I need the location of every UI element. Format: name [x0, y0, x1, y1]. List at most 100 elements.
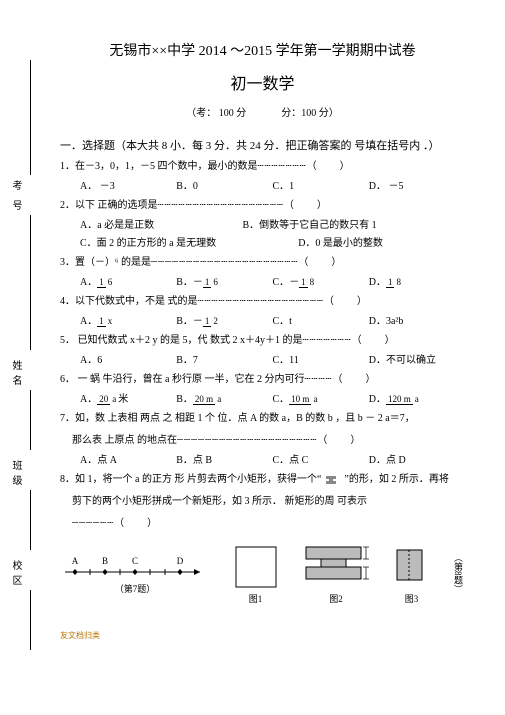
q3: 3．置（－）⁶ 的是是┄┄┄┄┄┄┄┄┄┄┄┄┄┄┄┄┄┄┄┄┄（ ） [60, 255, 465, 271]
frac-n: 1 [97, 316, 106, 327]
side-tab: 号 [8, 200, 23, 210]
dotline: ┄┄┄┄┄┄┄┄┄┄┄┄┄┄┄┄┄┄┄┄（ ） [177, 435, 361, 446]
q4-a: A．1x [80, 312, 176, 327]
opt-label: A． [80, 277, 97, 288]
q6-d: D．120 ma [369, 390, 465, 405]
frac-d: 6 [211, 277, 220, 287]
side-tab: 考 [8, 180, 23, 190]
sideline [30, 390, 31, 450]
sideline [30, 490, 31, 550]
q2-text: 2．以下 正确的选项是 [60, 200, 158, 211]
frac-d: a [311, 394, 319, 404]
side-tab: 姓 [8, 360, 23, 370]
svg-text:B: B [102, 556, 108, 566]
svg-text:A: A [72, 556, 79, 566]
fig8c-caption: 图3 [392, 592, 432, 605]
q1-c: C．1 [273, 177, 369, 192]
q7-d: D．点 D [369, 451, 465, 466]
frac-d: a [413, 394, 421, 404]
frac-d: 8 [308, 277, 317, 287]
q5-b: B．7 [176, 351, 272, 366]
q7-c: C．点 C [273, 451, 369, 466]
opt-label: B．－ [176, 316, 203, 327]
side-tab: 名 [8, 375, 23, 385]
opt-label: B．－ [176, 277, 203, 288]
q6: 6． 一 蜗 牛沿行，曾在 a 秒行原 一半，它在 2 分内可行┄┄┄┄（ ） [60, 372, 465, 388]
q5-d: D．不可以确立 [369, 351, 465, 366]
opt-label: A． [80, 394, 97, 405]
frac-d: a [215, 394, 223, 404]
q4-c: C．t [273, 312, 369, 327]
q1-d: D． －5 [369, 177, 465, 192]
q1-a: A． －3 [80, 177, 176, 192]
q3-options: A．16 B．－16 C．－18 D．18 [60, 273, 465, 288]
page-title: 无锡市××中学 2014 ～2015 学年第一学期期中试卷 [60, 40, 465, 60]
q6-options: A．20a米 B．20 ma C．10 ma D．120 ma [60, 390, 465, 405]
sideline [30, 60, 31, 175]
fig8b-caption: 图2 [301, 592, 371, 605]
figures-row: A B C D （第7题） 图1 图2 图3 （第8 [60, 542, 465, 605]
q7b: 那么表 上原点 的地点在┄┄┄┄┄┄┄┄┄┄┄┄┄┄┄┄┄┄┄┄（ ） [60, 433, 465, 449]
q6-text: 6． 一 蜗 牛沿行，曾在 a 秒行原 一半，它在 2 分内可行 [60, 374, 304, 385]
fig8b: 图2 [301, 542, 371, 605]
q5-a: A．6 [80, 351, 176, 366]
sideline [30, 215, 31, 350]
opt-unit: 米 [118, 394, 128, 405]
opt-label: A． [80, 316, 97, 327]
q3-c: C．－18 [273, 273, 369, 288]
sideline [30, 590, 31, 650]
q3-text: 3．置（－）⁶ 的是是 [60, 257, 151, 268]
q5-c: C．11 [273, 351, 369, 366]
fig8a-caption: 图1 [231, 592, 281, 605]
section-1-heading: 一．选择题（本大共 8 小．每 3 分．共 24 分．把正确答案的 号填在括号内… [60, 137, 465, 153]
s-shape-figure-icon [301, 542, 371, 592]
q1-text: 1．在－3，0，1，－5 四个数中，最小的数是 [60, 161, 258, 172]
opt-label: C．－ [273, 277, 300, 288]
frac-n: 20 [97, 394, 110, 405]
dotline: ┄┄┄┄┄┄┄┄┄┄┄┄┄┄┄┄┄┄（ ） [198, 296, 368, 307]
q2: 2．以下 正确的选项是┄┄┄┄┄┄┄┄┄┄┄┄┄┄┄┄┄┄（ ） [60, 198, 465, 214]
q4-b: B．－12 [176, 312, 272, 327]
subtitle-b: 分：100 分） [281, 108, 339, 119]
q4-d: D．3a²b [369, 312, 465, 327]
q1-options: A． －3 B．0 C．1 D． －5 [60, 177, 465, 192]
frac-n: 10 m [289, 394, 311, 405]
frac-d: 8 [394, 277, 403, 287]
q2-options: A．a 必是是正数 B．倒数等于它自己的数只有 1 C．面 2 的正方形的 a … [60, 216, 465, 249]
side-tab: 区 [8, 575, 23, 585]
side-tab: 级 [8, 475, 23, 485]
frac-d: 2 [211, 316, 220, 326]
fig8-side-caption: （第8题） [452, 553, 465, 594]
fig7-caption: （第7题） [60, 582, 210, 595]
q4-options: A．1x B．－12 C．t D．3a²b [60, 312, 465, 327]
q2-b: B．倒数等于它自己的数只有 1 [154, 216, 465, 231]
number-line-icon: A B C D [60, 552, 210, 582]
svg-text:D: D [177, 556, 184, 566]
frac-d: 6 [106, 277, 115, 287]
fig8a: 图1 [231, 542, 281, 605]
q4-text: 4．以下代数式中，不是 式的是 [60, 296, 198, 307]
q5: 5． 已知代数式 x＋2 y 的是 5，代 数式 2 x＋4y＋1 的是┄┄┄┄… [60, 333, 465, 349]
q6-a: A．20a米 [80, 390, 176, 405]
opt-label: C． [273, 394, 290, 405]
q6-c: C．10 ma [273, 390, 369, 405]
frac-n: 20 m [193, 394, 215, 405]
q2-d: D．0 是最小的整数 [216, 234, 465, 249]
square-icon [231, 542, 281, 592]
side-tab: 班 [8, 460, 23, 470]
q3-d: D．18 [369, 273, 465, 288]
q2-c: C．面 2 的正方形的 a 是无理数 [80, 234, 216, 249]
frac-n: 1 [97, 277, 106, 288]
q1-b: B．0 [176, 177, 272, 192]
q7-b: B．点 B [176, 451, 272, 466]
dotline: ┄┄┄┄┄┄┄（ ） [303, 335, 396, 346]
fig8c: 图3 [392, 542, 432, 605]
subtitle: （考： 100 分 分：100 分） [60, 104, 465, 119]
fig7: A B C D （第7题） [60, 552, 210, 595]
q7b-text: 那么表 上原点 的地点在 [72, 435, 177, 446]
dotline: ┄┄┄┄（ ） [304, 374, 376, 385]
opt-label: D． [369, 394, 386, 405]
q5-options: A．6 B．7 C．11 D．不可以确立 [60, 351, 465, 366]
dotline: ┄┄┄┄┄┄┄┄┄┄┄┄┄┄┄┄┄┄┄┄┄（ ） [151, 257, 342, 268]
q8c: 剪下的两个小矩形拼成一个新矩形，如 3 所示． 新矩形的周 可表示 [60, 494, 465, 510]
